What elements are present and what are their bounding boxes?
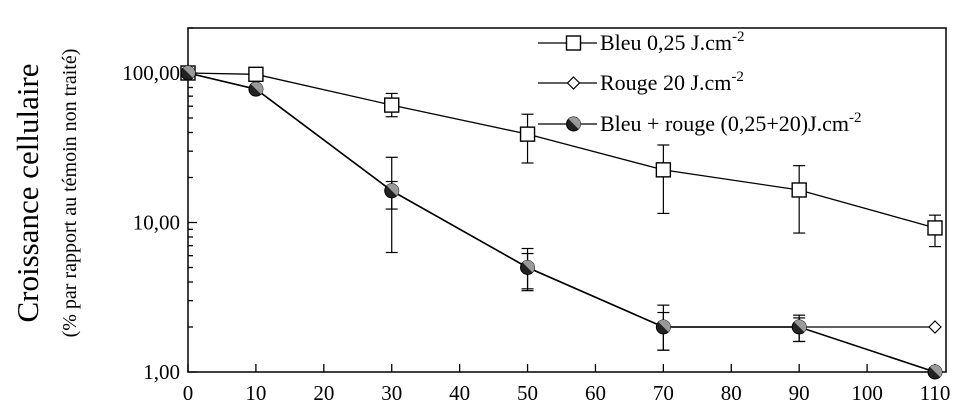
y-tick-label: 100,00 [122, 61, 180, 85]
x-tick-label: 100 [851, 381, 883, 405]
x-tick-label: 10 [245, 381, 266, 405]
circle-marker-shade [930, 364, 943, 377]
circle-marker-shade [386, 183, 399, 196]
series-layer [180, 65, 943, 380]
y-axis-title: Croissance cellulaire (% par rapport au … [10, 49, 81, 338]
x-tick-label: 70 [653, 381, 674, 405]
circle-marker-shade [658, 319, 671, 332]
legend: Bleu 0,25 J.cm-2 Rouge 20 J.cm-2 Bleu + ro… [538, 29, 862, 136]
x-tick-label: 30 [381, 381, 402, 405]
diamond-marker [566, 76, 581, 90]
x-tick-label: 60 [585, 381, 606, 405]
y-tick-label: 10,00 [133, 211, 180, 235]
plot-frame [187, 27, 947, 373]
square-marker [565, 35, 582, 51]
legend-label: Bleu + rouge (0,25+20)J.cm-2 [600, 110, 862, 136]
y-axis-sublabel: (% par rapport au témoin non traité) [59, 49, 81, 338]
x-tick-label: 40 [449, 381, 470, 405]
circle-marker-shade [250, 82, 263, 95]
series-line [187, 72, 936, 229]
x-tick-label: 50 [517, 381, 538, 405]
x-tick-label: 110 [920, 381, 951, 405]
square-marker [655, 162, 672, 178]
legend-label: Bleu 0,25 J.cm-2 [600, 29, 745, 55]
y-ticks: 1,00 10,00 100,00 [122, 27, 197, 384]
x-tick-label: 0 [183, 381, 194, 405]
circle-marker-shade [794, 319, 807, 332]
x-tick-label: 20 [313, 381, 334, 405]
series-3 [180, 65, 943, 380]
square-marker [384, 97, 400, 113]
legend-superscript: -2 [731, 69, 744, 85]
circle-marker-shade [522, 260, 535, 273]
square-marker [927, 220, 943, 236]
circle-marker-shade [568, 116, 581, 129]
x-ticks: 0 10 20 30 40 50 60 70 80 90 100 110 [183, 364, 951, 405]
plot-border [187, 27, 947, 373]
series-2 [181, 66, 942, 351]
square-marker [248, 66, 264, 83]
legend-superscript: -2 [732, 29, 745, 45]
circle-marker-shade [183, 65, 196, 79]
square-marker [519, 126, 536, 142]
x-tick-label: 80 [721, 381, 742, 405]
y-tick-label: 1,00 [143, 360, 180, 384]
diamond-marker [928, 320, 942, 334]
square-marker [791, 182, 807, 198]
legend-superscript: -2 [849, 110, 862, 126]
legend-label: Rouge 20 J.cm-2 [600, 69, 744, 95]
x-tick-label: 90 [789, 381, 810, 405]
y-axis-label: Croissance cellulaire [10, 63, 45, 322]
series-1 [180, 65, 943, 248]
